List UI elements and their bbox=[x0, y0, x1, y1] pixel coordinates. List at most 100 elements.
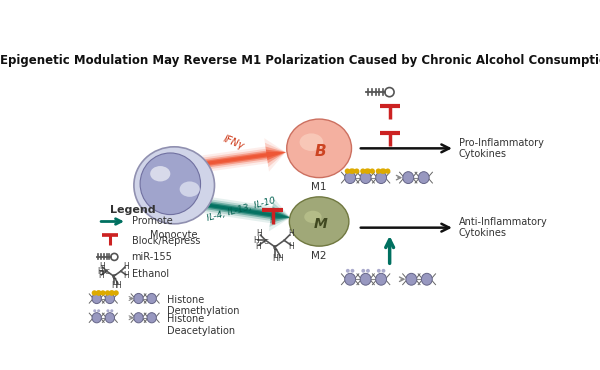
Ellipse shape bbox=[406, 273, 417, 285]
Text: Legend: Legend bbox=[110, 205, 155, 215]
Circle shape bbox=[380, 168, 385, 174]
Polygon shape bbox=[203, 203, 290, 218]
Ellipse shape bbox=[92, 293, 101, 303]
Ellipse shape bbox=[92, 313, 101, 323]
Circle shape bbox=[350, 168, 356, 174]
Text: Pro-Inflammatory
Cytokines: Pro-Inflammatory Cytokines bbox=[458, 138, 544, 159]
Text: C: C bbox=[272, 245, 277, 251]
Polygon shape bbox=[203, 201, 290, 223]
Text: H: H bbox=[256, 229, 262, 238]
Text: M2: M2 bbox=[311, 251, 327, 261]
Text: H: H bbox=[288, 229, 293, 238]
Text: miR-155: miR-155 bbox=[131, 252, 172, 262]
Ellipse shape bbox=[147, 293, 157, 303]
Circle shape bbox=[360, 168, 365, 174]
Text: Promote: Promote bbox=[131, 216, 172, 226]
Polygon shape bbox=[203, 149, 286, 166]
Text: Block/Repress: Block/Repress bbox=[131, 236, 200, 246]
Circle shape bbox=[105, 290, 110, 296]
Circle shape bbox=[110, 309, 113, 312]
Circle shape bbox=[109, 290, 114, 296]
Circle shape bbox=[106, 309, 109, 312]
Polygon shape bbox=[202, 196, 290, 232]
Polygon shape bbox=[203, 202, 290, 220]
Text: IFNγ: IFNγ bbox=[222, 134, 246, 152]
Circle shape bbox=[349, 168, 354, 174]
Circle shape bbox=[97, 309, 100, 312]
Text: H: H bbox=[124, 271, 129, 280]
Text: Monocyte: Monocyte bbox=[151, 230, 198, 240]
Text: H: H bbox=[99, 262, 104, 271]
Ellipse shape bbox=[140, 153, 200, 215]
Text: H: H bbox=[272, 254, 278, 263]
Circle shape bbox=[361, 269, 365, 273]
Circle shape bbox=[364, 168, 370, 174]
Circle shape bbox=[370, 168, 375, 174]
Polygon shape bbox=[202, 138, 286, 172]
Circle shape bbox=[97, 290, 102, 296]
Circle shape bbox=[109, 290, 115, 296]
Text: M: M bbox=[314, 217, 328, 231]
Circle shape bbox=[365, 168, 371, 174]
Text: H: H bbox=[123, 262, 129, 271]
Ellipse shape bbox=[344, 172, 356, 184]
Circle shape bbox=[376, 168, 381, 174]
Circle shape bbox=[113, 290, 119, 296]
Ellipse shape bbox=[360, 172, 371, 184]
Ellipse shape bbox=[147, 313, 157, 323]
Ellipse shape bbox=[179, 181, 200, 197]
Ellipse shape bbox=[289, 197, 349, 246]
Text: H: H bbox=[256, 242, 262, 251]
Text: M1: M1 bbox=[311, 182, 327, 192]
Ellipse shape bbox=[304, 211, 322, 223]
Ellipse shape bbox=[360, 273, 371, 285]
Text: Histone
Deacetylation: Histone Deacetylation bbox=[167, 314, 235, 336]
Circle shape bbox=[350, 269, 355, 273]
Polygon shape bbox=[203, 147, 286, 168]
Ellipse shape bbox=[403, 172, 413, 184]
Ellipse shape bbox=[134, 313, 143, 323]
Text: H: H bbox=[97, 267, 103, 276]
Text: C: C bbox=[104, 269, 109, 275]
Circle shape bbox=[346, 269, 350, 273]
Text: H: H bbox=[254, 236, 259, 245]
Text: H: H bbox=[289, 242, 294, 251]
Ellipse shape bbox=[376, 172, 386, 184]
Ellipse shape bbox=[376, 273, 386, 285]
Text: Epigenetic Modulation May Reverse M1 Polarization Caused by Chronic Alcohol Cons: Epigenetic Modulation May Reverse M1 Pol… bbox=[0, 54, 600, 67]
Text: H: H bbox=[115, 281, 121, 290]
Text: H: H bbox=[111, 281, 116, 290]
Ellipse shape bbox=[287, 119, 352, 178]
Ellipse shape bbox=[418, 172, 429, 184]
Ellipse shape bbox=[299, 134, 323, 151]
Text: H: H bbox=[277, 254, 283, 263]
Circle shape bbox=[377, 269, 381, 273]
Polygon shape bbox=[203, 143, 286, 170]
Circle shape bbox=[100, 290, 106, 296]
Circle shape bbox=[354, 168, 359, 174]
Ellipse shape bbox=[134, 293, 143, 303]
Circle shape bbox=[95, 290, 101, 296]
Circle shape bbox=[382, 269, 385, 273]
Circle shape bbox=[385, 168, 391, 174]
Ellipse shape bbox=[105, 293, 115, 303]
Polygon shape bbox=[203, 152, 286, 165]
Text: C: C bbox=[263, 239, 268, 245]
Ellipse shape bbox=[134, 147, 215, 224]
Circle shape bbox=[93, 309, 97, 312]
Ellipse shape bbox=[105, 313, 115, 323]
Circle shape bbox=[381, 168, 386, 174]
Ellipse shape bbox=[344, 273, 356, 285]
Text: H: H bbox=[98, 271, 104, 280]
Text: B: B bbox=[315, 144, 326, 159]
Circle shape bbox=[345, 168, 350, 174]
Polygon shape bbox=[203, 198, 290, 227]
Ellipse shape bbox=[150, 166, 170, 181]
Circle shape bbox=[366, 269, 370, 273]
Circle shape bbox=[92, 290, 97, 296]
Text: Ethanol: Ethanol bbox=[131, 269, 169, 279]
Text: Anti-Inflammatory
Cytokines: Anti-Inflammatory Cytokines bbox=[458, 217, 547, 238]
Ellipse shape bbox=[421, 273, 432, 285]
Text: C: C bbox=[112, 274, 116, 280]
Text: Histone
Demethylation: Histone Demethylation bbox=[167, 295, 240, 316]
